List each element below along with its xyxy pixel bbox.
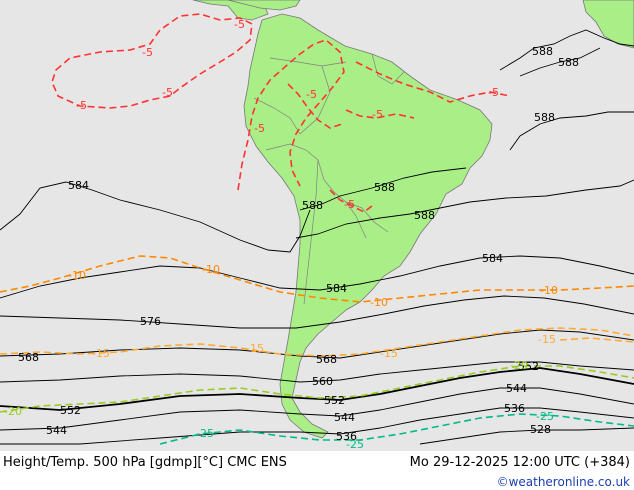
height-label: 544 xyxy=(506,382,527,395)
country-borders xyxy=(253,53,405,305)
contour-588-west xyxy=(0,181,311,253)
border-line xyxy=(371,53,405,85)
temp-label: -25 xyxy=(196,427,214,440)
valid-time: Mo 29-12-2025 12:00 UTC (+384) xyxy=(409,455,630,470)
height-label: 568 xyxy=(18,351,39,364)
height-label: 552 xyxy=(518,360,539,373)
height-label: 536 xyxy=(504,402,525,415)
height-contours xyxy=(0,29,634,445)
isotherm-minus15-b xyxy=(559,337,634,343)
temp-label: -10 xyxy=(68,269,86,282)
temp-label: -5 xyxy=(254,122,265,135)
contour-584 xyxy=(0,255,634,299)
height-label: 588 xyxy=(374,181,395,194)
isotherm-minus10 xyxy=(0,255,634,303)
height-label: 544 xyxy=(46,424,67,437)
temp-label: -10 xyxy=(202,263,220,276)
isotherm-minus20 xyxy=(0,365,634,413)
border-line xyxy=(253,97,301,135)
temp-label: -15 xyxy=(538,333,556,346)
height-label: 568 xyxy=(316,353,337,366)
contour-576 xyxy=(0,295,634,329)
height-label: 584 xyxy=(482,252,503,265)
contour-588-central xyxy=(299,167,467,211)
temp-label: -5 xyxy=(306,88,317,101)
isotherm-minus5-north xyxy=(345,109,415,119)
height-label: 584 xyxy=(326,282,347,295)
contour-568 xyxy=(0,329,634,359)
contour-588-africa xyxy=(499,29,634,71)
border-line xyxy=(265,143,319,161)
temp-label: -20 xyxy=(4,405,22,418)
map-title: Height/Temp. 500 hPa [gdmp][°C] CMC ENS xyxy=(3,455,287,470)
height-label: 584 xyxy=(68,179,89,192)
border-line xyxy=(345,201,367,239)
temp-label: -10 xyxy=(370,296,388,309)
border-line xyxy=(269,57,347,67)
border-line xyxy=(361,207,389,233)
height-label: 544 xyxy=(334,411,355,424)
temperature-contours xyxy=(0,13,634,445)
map-footer: Height/Temp. 500 hPa [gdmp][°C] CMC ENS … xyxy=(0,451,634,490)
temp-label: -20 xyxy=(510,359,528,372)
height-label: 588 xyxy=(414,209,435,222)
border-line xyxy=(299,65,331,135)
height-label: 576 xyxy=(140,315,161,328)
isotherm-minus5-amazon xyxy=(355,61,511,103)
temp-label: -15 xyxy=(92,347,110,360)
height-label: 552 xyxy=(324,394,345,407)
temp-label: -25 xyxy=(346,438,364,451)
temp-label: -5 xyxy=(162,86,173,99)
temp-label: -5 xyxy=(344,198,355,211)
contour-536 xyxy=(0,407,634,445)
credit-link[interactable]: ©weatheronline.co.uk xyxy=(496,475,630,489)
isotherm-minus15 xyxy=(0,327,634,357)
contour-588-loop xyxy=(295,179,634,239)
temp-label: -25 xyxy=(536,410,554,423)
south-america-land xyxy=(243,13,493,439)
temp-label: -10 xyxy=(540,284,558,297)
isotherm-minus25 xyxy=(159,413,634,445)
contour-544 xyxy=(0,387,634,431)
isotherm-minus5-interior xyxy=(287,83,343,129)
height-label: 528 xyxy=(530,423,551,436)
contour-588-atlantic xyxy=(509,111,634,151)
temp-label: -5 xyxy=(76,99,87,112)
height-label: 588 xyxy=(534,111,555,124)
isotherm-minus5-pacific xyxy=(51,13,253,109)
temp-label: -15 xyxy=(246,342,264,355)
temp-label: -5 xyxy=(142,46,153,59)
isotherm-minus5-south xyxy=(329,189,373,213)
height-labels: 588 588 588 588 588 588 584 584 584 576 … xyxy=(18,45,579,443)
temp-label: -5 xyxy=(372,108,383,121)
height-label: 588 xyxy=(532,45,553,58)
contour-552 xyxy=(0,367,634,411)
height-label: 536 xyxy=(336,430,357,443)
caribbean-land xyxy=(227,0,301,11)
temperature-labels: -5 -5 -5 -5 -5 -5 -5 -5 -5 -10 -10 -10 -… xyxy=(4,18,558,451)
height-label: 588 xyxy=(558,56,579,69)
height-label: 560 xyxy=(312,375,333,388)
temp-label: -5 xyxy=(488,86,499,99)
border-line xyxy=(317,159,363,209)
contour-528 xyxy=(419,427,634,445)
temp-label: -5 xyxy=(234,18,245,31)
height-label: 552 xyxy=(60,404,81,417)
temp-label: -15 xyxy=(380,347,398,360)
africa-land xyxy=(582,0,634,49)
contour-560 xyxy=(0,361,634,383)
isotherm-minus5-andes xyxy=(237,39,345,191)
border-line xyxy=(303,159,319,305)
contour-588-africa-2 xyxy=(519,47,601,77)
height-label: 588 xyxy=(302,199,323,212)
land-masses xyxy=(192,0,634,439)
